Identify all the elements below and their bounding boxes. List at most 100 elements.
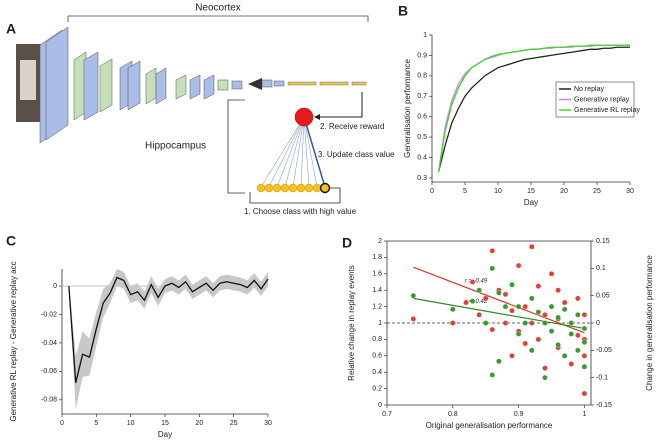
layer [45, 26, 69, 141]
y2-tick-label: 0.05 [596, 293, 610, 300]
scatter-point [496, 290, 502, 296]
legend-label: Generative replay [574, 96, 630, 103]
scatter-point [463, 299, 469, 306]
scatter-point [575, 295, 581, 302]
y2-tick-label: -0.1 [596, 375, 608, 382]
step-label: 1. Choose class with high value [244, 207, 357, 216]
scatter-point [542, 312, 548, 318]
y-tick-label: 0.8 [372, 336, 382, 343]
y-tick-label: -0.08 [41, 397, 57, 404]
scatter-point [529, 347, 535, 354]
y-tick-label: 1 [423, 32, 427, 39]
y-tick-label: 0 [378, 402, 382, 409]
hippocampus-label: Hippocampus [145, 141, 206, 152]
class-units [256, 182, 331, 194]
step-label: 3. Update class value [318, 150, 395, 159]
y-tick-label: 0.6 [372, 353, 382, 360]
scatter-point [529, 295, 535, 302]
layer [231, 80, 243, 90]
legend-label: Generative RL replay [574, 107, 640, 114]
scatter-point [555, 342, 561, 348]
y-tick-label: 1.8 [372, 254, 382, 261]
y2-axis-title: Change in generalisation performance [645, 255, 654, 391]
scatter-point [515, 262, 522, 269]
scatter-point [555, 287, 561, 293]
y-tick-label: 1.2 [372, 303, 382, 310]
layer [203, 74, 215, 100]
scatter-point [502, 303, 509, 310]
fit-annotation: r = -0.42 [465, 299, 488, 305]
y-tick-label: 0.6 [417, 114, 427, 121]
y-tick-label: 1.4 [372, 287, 382, 294]
series-line [437, 44, 630, 172]
scatter-point [575, 347, 581, 354]
bracket [227, 99, 245, 194]
neocortex-label: Neocortex [195, 3, 241, 14]
x-tick-label: 0.8 [448, 411, 458, 418]
y-tick-label: 0.4 [417, 154, 427, 161]
scatter-point [561, 306, 568, 313]
reward-unit [294, 107, 314, 127]
scatter-point [542, 374, 548, 381]
x-tick-label: 15 [161, 420, 169, 427]
y-tick-label: 1 [378, 320, 382, 327]
scatter-point [509, 307, 515, 314]
scatter-point [509, 281, 515, 288]
panel-label: C [6, 233, 16, 249]
y-tick-label: 0.2 [372, 385, 382, 392]
x-axis-title: Day [524, 198, 538, 207]
scatter-point [450, 306, 456, 313]
x-tick-label: 30 [626, 188, 634, 195]
y2-tick-label: -0.15 [596, 402, 612, 409]
x-axis-title: Original generalisation performance [426, 421, 553, 430]
y2-tick-label: -0.05 [596, 347, 612, 354]
scatter-point [568, 320, 575, 326]
scatter-point [575, 312, 581, 318]
x-tick-label: 5 [94, 420, 98, 427]
scatter-point [410, 292, 417, 299]
x-tick-label: 5 [463, 188, 467, 195]
arrow [249, 187, 341, 204]
scatter-point [476, 312, 482, 318]
scatter-point [548, 303, 555, 310]
layer [287, 81, 317, 86]
y-tick-label: 1.6 [372, 271, 382, 278]
scatter-point [515, 331, 522, 337]
scatter-point [581, 312, 588, 318]
bracket [67, 15, 369, 22]
x-tick-label: 20 [195, 420, 203, 427]
series-line [437, 46, 630, 172]
series-line [68, 276, 269, 383]
x-tick-label: 25 [230, 420, 238, 427]
scatter-point [535, 309, 542, 315]
x-tick-label: 0.7 [382, 411, 392, 418]
layer [155, 67, 167, 105]
scatter-point [535, 336, 542, 343]
y-tick-label: 0 [53, 283, 57, 290]
arrow [314, 114, 320, 120]
scatter-point [561, 353, 568, 359]
error-band [68, 269, 268, 410]
scatter-point [581, 353, 588, 359]
scatter-point [496, 358, 502, 365]
y-axis-title: Generalisation performance [403, 59, 412, 158]
scatter-point [489, 372, 496, 378]
scatter-point [581, 390, 588, 397]
y-tick-label: 0.9 [417, 52, 427, 59]
y-tick-label: 0.8 [417, 73, 427, 80]
layer [175, 74, 187, 100]
scatter-point [568, 361, 575, 367]
scatter-point [581, 363, 588, 370]
legend-label: No replay [574, 86, 604, 93]
layer [217, 79, 229, 91]
panel-label: D [342, 235, 352, 251]
y-axis-title: Generative RL replay - Generative replay… [9, 261, 18, 421]
panel-label: B [398, 3, 408, 19]
scatter-point [581, 325, 588, 332]
x-axis-title: Day [158, 430, 172, 439]
scatter-point [502, 320, 509, 326]
x-tick-label: 30 [264, 420, 272, 427]
scatter-point [548, 328, 555, 334]
y-axis-title: Relative change in replay events [347, 265, 356, 381]
